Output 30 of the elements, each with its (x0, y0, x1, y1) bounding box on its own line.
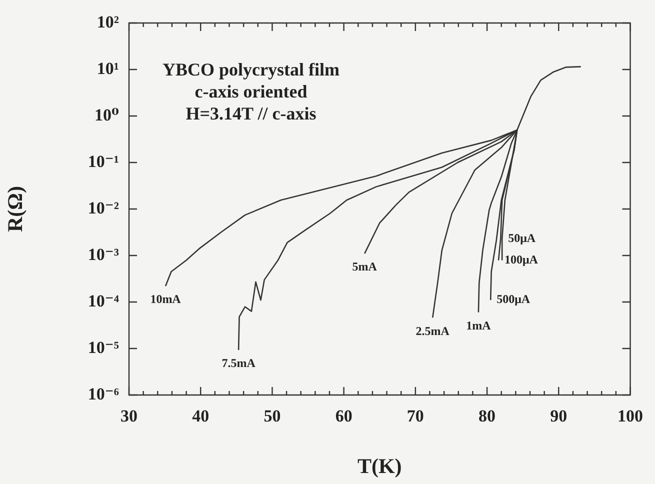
x-tick-label: 70 (406, 406, 424, 426)
series-label: 50μA (508, 230, 536, 245)
y-tick-label: 10⁻⁴ (88, 291, 119, 310)
x-tick-label: 90 (550, 406, 568, 426)
series-label: 1mA (466, 318, 492, 332)
series-label: 7.5mA (222, 356, 256, 370)
x-tick-label: 100 (618, 406, 643, 426)
y-tick-label: 10⁻² (88, 198, 119, 218)
annotation: H=3.14T // c-axis (186, 104, 316, 124)
y-tick-label: 10² (96, 12, 119, 32)
x-tick-label: 30 (120, 406, 138, 426)
y-tick-label: 10⁻⁶ (88, 384, 119, 404)
y-tick-label: 10⁻⁵ (88, 338, 119, 357)
y-tick-label: 10⁻¹ (88, 152, 119, 171)
x-axis-title: T(K) (357, 454, 402, 478)
x-tick-label: 60 (335, 406, 352, 426)
annotation: c-axis oriented (194, 82, 308, 102)
series-label: 10mA (150, 292, 182, 306)
x-tick-label: 50 (264, 406, 281, 426)
y-tick-label: 10¹ (96, 58, 119, 78)
y-tick-label: 10⁻³ (88, 244, 119, 264)
series-label: 100μA (504, 252, 538, 266)
series-label: 500μA (496, 292, 530, 306)
y-axis-title: R(Ω) (3, 186, 28, 232)
series-label: 2.5mA (416, 324, 450, 338)
annotation: YBCO polycrystal film (162, 60, 340, 80)
series-label: 5mA (352, 260, 378, 274)
y-tick-label: 10⁰ (94, 105, 119, 124)
x-tick-label: 40 (192, 406, 210, 426)
x-tick-label: 80 (478, 406, 496, 426)
